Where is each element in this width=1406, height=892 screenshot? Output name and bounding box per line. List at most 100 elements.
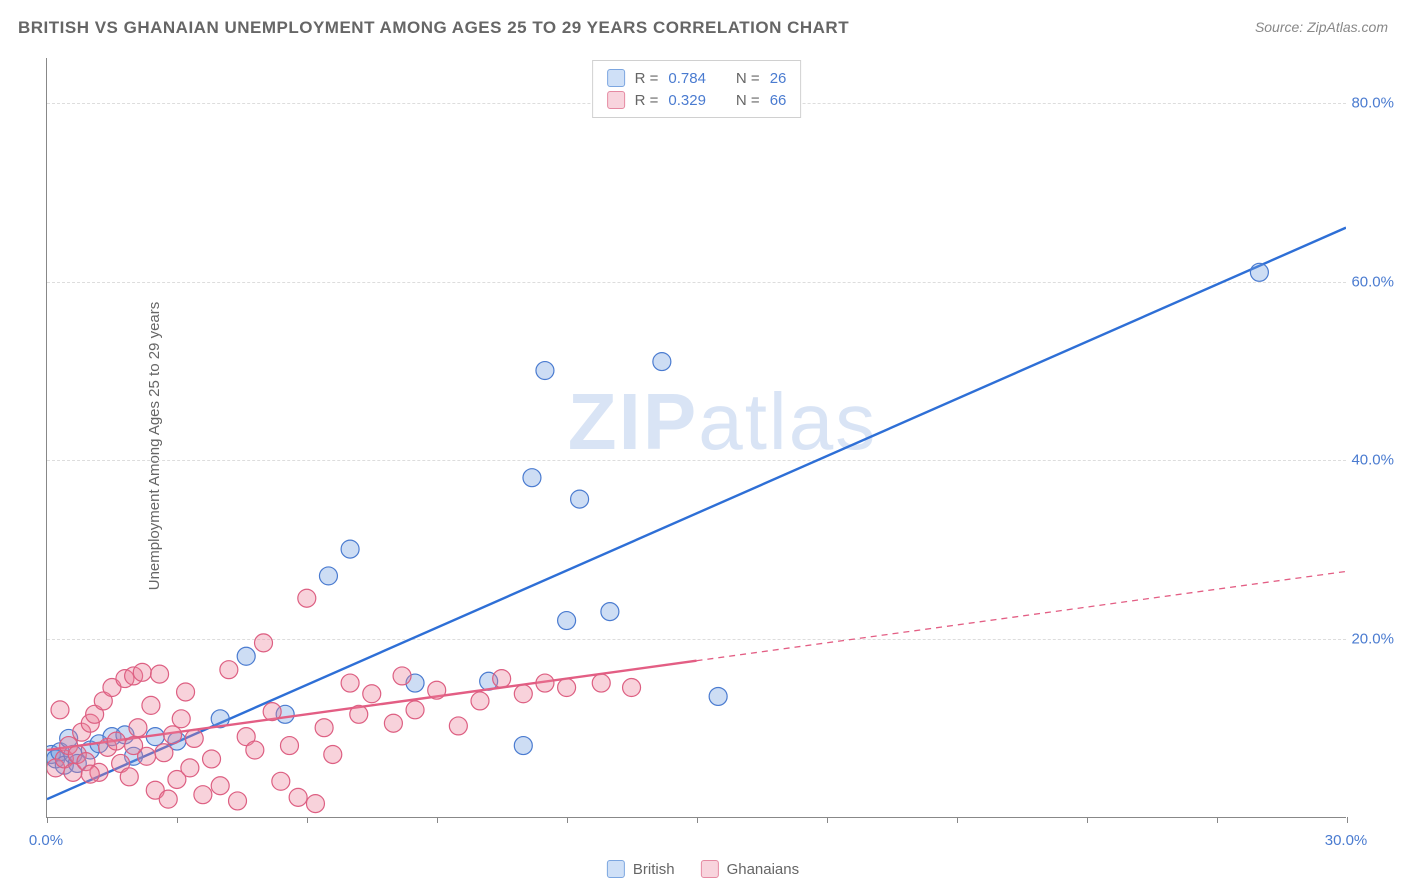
legend-stats-box: R = 0.784 N = 26 R = 0.329 N = 66 (592, 60, 802, 118)
data-point-ghanaians (306, 795, 324, 813)
x-tick-mark (1217, 817, 1218, 823)
data-point-british (523, 469, 541, 487)
data-point-ghanaians (194, 786, 212, 804)
data-point-ghanaians (350, 705, 368, 723)
y-tick-label: 20.0% (1351, 631, 1394, 648)
x-tick-mark (1347, 817, 1348, 823)
data-point-ghanaians (471, 692, 489, 710)
source-attribution: Source: ZipAtlas.com (1255, 19, 1388, 37)
legend-series-item: Ghanaians (701, 860, 800, 878)
data-point-ghanaians (120, 768, 138, 786)
x-tick-mark (437, 817, 438, 823)
y-tick-label: 40.0% (1351, 452, 1394, 469)
data-point-british (558, 612, 576, 630)
data-point-ghanaians (203, 750, 221, 768)
data-point-ghanaians (623, 679, 641, 697)
legend-n-label: N = (736, 92, 760, 109)
x-tick-mark (47, 817, 48, 823)
data-point-ghanaians (177, 683, 195, 701)
legend-swatch (607, 69, 625, 87)
legend-stats-row: R = 0.329 N = 66 (607, 89, 787, 111)
data-point-ghanaians (155, 744, 173, 762)
data-point-ghanaians (142, 696, 160, 714)
data-point-ghanaians (246, 741, 264, 759)
legend-swatch (701, 860, 719, 878)
data-point-ghanaians (449, 717, 467, 735)
data-point-ghanaians (558, 679, 576, 697)
legend-r-label: R = (635, 70, 659, 87)
data-point-ghanaians (493, 670, 511, 688)
data-point-ghanaians (81, 765, 99, 783)
data-point-ghanaians (384, 714, 402, 732)
x-tick-label: 0.0% (29, 832, 63, 884)
data-point-ghanaians (133, 663, 151, 681)
data-point-ghanaians (229, 792, 247, 810)
y-tick-label: 80.0% (1351, 94, 1394, 111)
data-point-ghanaians (289, 788, 307, 806)
data-point-ghanaians (255, 634, 273, 652)
data-point-ghanaians (159, 790, 177, 808)
data-point-ghanaians (129, 719, 147, 737)
legend-r-value: 0.329 (668, 92, 706, 109)
legend-r-label: R = (635, 92, 659, 109)
data-point-ghanaians (263, 703, 281, 721)
trend-line-british (47, 228, 1346, 799)
data-point-british (319, 567, 337, 585)
data-point-ghanaians (324, 746, 342, 764)
x-tick-label: 30.0% (1325, 832, 1368, 884)
data-point-ghanaians (315, 719, 333, 737)
x-tick-mark (177, 817, 178, 823)
x-tick-mark (567, 817, 568, 823)
data-point-ghanaians (536, 674, 554, 692)
data-point-ghanaians (298, 589, 316, 607)
data-point-ghanaians (181, 759, 199, 777)
legend-n-value: 26 (770, 70, 787, 87)
data-point-ghanaians (592, 674, 610, 692)
data-point-ghanaians (172, 710, 190, 728)
data-point-british (571, 490, 589, 508)
legend-series: British Ghanaians (607, 860, 799, 878)
data-point-ghanaians (406, 701, 424, 719)
data-point-british (341, 540, 359, 558)
legend-n-value: 66 (770, 92, 787, 109)
data-point-british (536, 362, 554, 380)
data-point-ghanaians (428, 681, 446, 699)
source-label: Source: ZipAtlas.com (1255, 19, 1388, 35)
data-point-british (709, 687, 727, 705)
legend-series-item: British (607, 860, 675, 878)
data-point-ghanaians (164, 726, 182, 744)
x-tick-mark (957, 817, 958, 823)
data-point-british (653, 353, 671, 371)
chart-title: BRITISH VS GHANAIAN UNEMPLOYMENT AMONG A… (18, 18, 849, 38)
plot-area: ZIPatlas R = 0.784 N = 26 R = 0.329 N = … (46, 58, 1346, 818)
data-point-ghanaians (211, 777, 229, 795)
data-point-british (1250, 263, 1268, 281)
legend-stats-row: R = 0.784 N = 26 (607, 67, 787, 89)
legend-series-label: British (633, 861, 675, 878)
data-point-ghanaians (151, 665, 169, 683)
plot-svg (47, 58, 1346, 817)
legend-r-value: 0.784 (668, 70, 706, 87)
legend-series-label: Ghanaians (727, 861, 800, 878)
data-point-ghanaians (185, 729, 203, 747)
x-tick-mark (827, 817, 828, 823)
data-point-ghanaians (280, 737, 298, 755)
data-point-ghanaians (393, 667, 411, 685)
data-point-ghanaians (341, 674, 359, 692)
x-tick-mark (307, 817, 308, 823)
trend-line-dashed-ghanaians (697, 571, 1347, 660)
data-point-ghanaians (51, 701, 69, 719)
data-point-british (514, 737, 532, 755)
legend-swatch (607, 91, 625, 109)
legend-n-label: N = (736, 70, 760, 87)
x-tick-mark (697, 817, 698, 823)
data-point-british (237, 647, 255, 665)
data-point-ghanaians (514, 685, 532, 703)
y-tick-label: 60.0% (1351, 273, 1394, 290)
x-tick-mark (1087, 817, 1088, 823)
data-point-ghanaians (220, 661, 238, 679)
legend-swatch (607, 860, 625, 878)
data-point-british (601, 603, 619, 621)
data-point-ghanaians (107, 732, 125, 750)
data-point-ghanaians (125, 737, 143, 755)
